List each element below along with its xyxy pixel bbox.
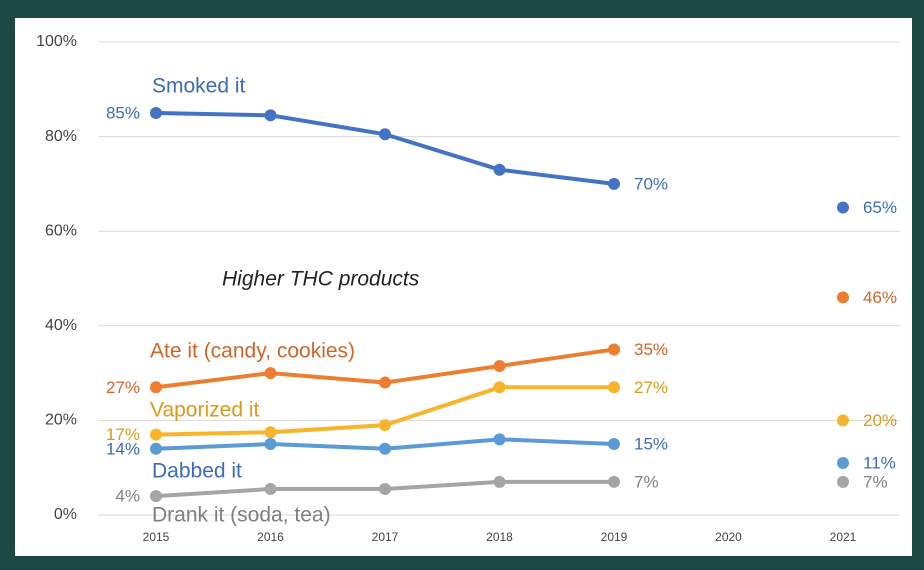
value-label: 17% bbox=[106, 425, 140, 444]
y-tick-label: 40% bbox=[45, 317, 77, 334]
series-name-label: Smoked it bbox=[152, 75, 246, 98]
y-tick-label: 80% bbox=[45, 128, 77, 145]
value-label: 27% bbox=[106, 378, 140, 397]
series-marker bbox=[264, 367, 277, 380]
series-marker bbox=[150, 442, 162, 455]
series-marker bbox=[493, 360, 506, 373]
series-marker bbox=[837, 456, 849, 469]
value-label: 7% bbox=[634, 472, 659, 491]
series-marker bbox=[150, 490, 162, 503]
value-label: 7% bbox=[863, 472, 888, 491]
value-label: 4% bbox=[115, 487, 140, 506]
series-marker bbox=[493, 163, 506, 176]
value-label: 14% bbox=[106, 439, 140, 458]
series-marker bbox=[264, 482, 277, 495]
series-marker bbox=[837, 201, 849, 214]
value-label: 46% bbox=[863, 288, 897, 307]
series-marker bbox=[837, 291, 849, 304]
x-tick-label: 2017 bbox=[372, 530, 399, 544]
series-marker bbox=[379, 128, 391, 141]
x-tick-label: 2015 bbox=[143, 530, 170, 544]
series-name-label: Dabbed it bbox=[152, 460, 242, 483]
value-label: 65% bbox=[863, 198, 897, 217]
series-marker bbox=[150, 381, 162, 394]
series-marker bbox=[379, 376, 391, 389]
y-tick-label: 100% bbox=[36, 33, 77, 50]
series-name-label: Drank it (soda, tea) bbox=[152, 504, 331, 527]
chart-panel bbox=[15, 18, 912, 556]
x-tick-label: 2019 bbox=[601, 530, 628, 544]
series-marker bbox=[493, 475, 506, 488]
series-marker bbox=[493, 433, 506, 446]
x-tick-label: 2020 bbox=[715, 530, 742, 544]
value-label: 70% bbox=[634, 174, 668, 193]
series-marker bbox=[608, 343, 620, 356]
series-marker bbox=[150, 428, 162, 441]
series-name-label: Ate it (candy, cookies) bbox=[150, 340, 355, 363]
series-marker bbox=[264, 438, 277, 451]
series-name-label: Vaporized it bbox=[150, 399, 260, 422]
series-marker bbox=[379, 442, 391, 455]
series-marker bbox=[493, 381, 506, 394]
series-marker bbox=[264, 426, 277, 439]
series-marker bbox=[379, 419, 391, 432]
series-marker bbox=[608, 475, 620, 488]
y-tick-label: 0% bbox=[54, 506, 77, 523]
x-tick-label: 2021 bbox=[830, 530, 857, 544]
series-marker bbox=[150, 106, 162, 119]
series-marker bbox=[264, 109, 277, 122]
value-label: 20% bbox=[863, 411, 897, 430]
series-marker bbox=[837, 414, 849, 427]
series-marker bbox=[608, 438, 620, 451]
series-marker bbox=[608, 381, 620, 394]
value-label: 11% bbox=[863, 453, 896, 472]
y-tick-label: 60% bbox=[45, 222, 77, 239]
value-label: 35% bbox=[634, 340, 668, 359]
annotation: Higher THC products bbox=[222, 268, 420, 291]
value-label: 85% bbox=[106, 103, 140, 122]
x-tick-label: 2016 bbox=[257, 530, 284, 544]
value-label: 27% bbox=[634, 378, 668, 397]
series-marker bbox=[379, 482, 391, 495]
x-tick-label: 2018 bbox=[486, 530, 513, 544]
series-marker bbox=[837, 475, 849, 488]
y-tick-label: 20% bbox=[45, 412, 77, 429]
value-label: 15% bbox=[634, 435, 668, 454]
series-marker bbox=[608, 177, 620, 190]
